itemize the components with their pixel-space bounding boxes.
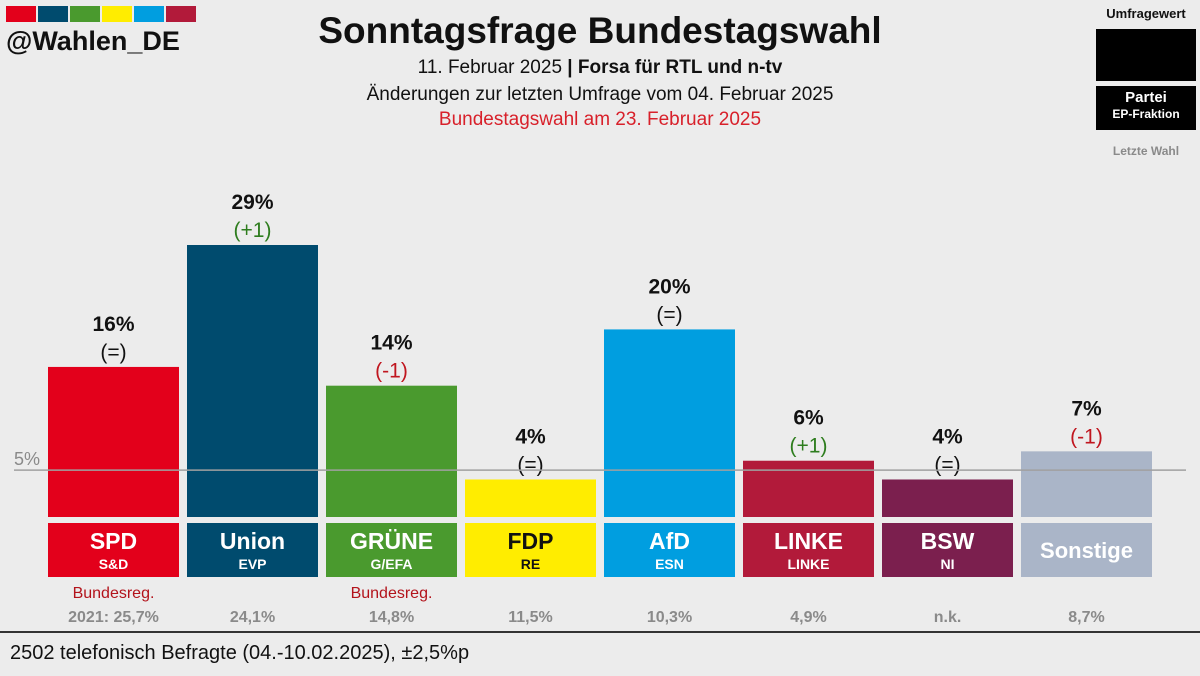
party-name: Sonstige	[1040, 538, 1133, 563]
change-label: (=)	[934, 453, 960, 476]
party-box	[187, 523, 318, 577]
faction-name: S&D	[99, 556, 129, 572]
chart-subtitle: 11. Februar 2025 | Forsa für RTL und n-t…	[0, 57, 1200, 79]
logo-stripes	[6, 6, 196, 22]
bar-fdp	[465, 479, 596, 517]
logo-stripe	[134, 6, 164, 22]
party-name: Union	[220, 528, 285, 554]
bar-afd	[604, 329, 735, 517]
logo-stripe	[166, 6, 196, 22]
last-election-value: 4,9%	[790, 609, 826, 626]
faction-name: G/EFA	[370, 556, 412, 572]
change-label: (+1)	[234, 219, 272, 242]
party-box	[1021, 523, 1152, 577]
change-label: (=)	[517, 453, 543, 476]
last-election-value: 14,8%	[369, 609, 414, 626]
faction-name: ESN	[655, 556, 684, 572]
value-label: 4%	[932, 425, 963, 448]
pollster: Forsa für RTL und n-tv	[577, 57, 783, 78]
value-label: 7%	[1071, 397, 1102, 420]
faction-name: RE	[521, 556, 540, 572]
election-note: Bundestagswahl am 23. Februar 2025	[438, 109, 762, 130]
last-election-value: 11,5%	[508, 609, 552, 626]
account-handle: @Wahlen_DE	[6, 26, 180, 56]
last-election-value: 2021: 25,7%	[68, 609, 159, 626]
footer-divider	[0, 631, 1200, 633]
bar-union	[187, 245, 318, 517]
party-box	[326, 523, 457, 577]
value-label: 6%	[793, 407, 824, 430]
logo-stripe	[6, 6, 36, 22]
party-name: GRÜNE	[350, 528, 433, 554]
threshold-label: 5%	[14, 449, 40, 469]
last-election-value: 8,7%	[1068, 609, 1104, 626]
government-note: Bundesreg.	[73, 585, 155, 602]
bar-grüne	[326, 385, 457, 517]
bar-bsw	[882, 479, 1013, 517]
faction-name: EVP	[238, 556, 266, 572]
party-name: AfD	[649, 528, 690, 554]
value-label: 14%	[370, 332, 412, 355]
bar-spd	[48, 366, 179, 517]
logo-stripe	[102, 6, 132, 22]
change-label: (+1)	[790, 435, 828, 458]
value-label: 4%	[515, 425, 546, 448]
changes-note: Änderungen zur letzten Umfrage vom 04. F…	[366, 84, 834, 105]
legend-title: Umfragewert	[1106, 6, 1186, 21]
party-box	[743, 523, 874, 577]
bar-sonstige	[1021, 451, 1152, 517]
legend-faction-label: EP-Fraktion	[1112, 107, 1180, 121]
party-name: SPD	[90, 528, 137, 554]
change-label: (-1)	[375, 360, 408, 383]
faction-name: LINKE	[788, 556, 830, 572]
party-box	[604, 523, 735, 577]
legend: Umfragewert Partei EP-Fraktion Letzte Wa…	[1096, 6, 1196, 158]
party-box	[48, 523, 179, 577]
party-name: FDP	[508, 528, 554, 554]
change-label: (-1)	[1070, 425, 1103, 448]
last-election-value: n.k.	[934, 609, 962, 626]
party-name: BSW	[921, 528, 975, 554]
logo-stripe	[38, 6, 68, 22]
value-label: 29%	[231, 191, 273, 214]
last-election-value: 24,1%	[230, 609, 275, 626]
faction-name: NI	[941, 556, 955, 572]
legend-last-election: Letzte Wahl	[1112, 144, 1180, 158]
legend-value-swatch	[1096, 29, 1196, 81]
value-label: 16%	[92, 313, 134, 336]
party-name: LINKE	[774, 528, 843, 554]
legend-party-label: Partei	[1125, 89, 1167, 106]
footer-note: 2502 telefonisch Befragte (04.-10.02.202…	[10, 642, 470, 664]
chart-title: Sonntagsfrage Bundestagswahl	[318, 10, 882, 51]
poll-date: 11. Februar 2025	[417, 57, 563, 78]
party-box	[465, 523, 596, 577]
subtitle-separator: |	[567, 57, 573, 78]
party-box	[882, 523, 1013, 577]
legend-party-swatch: Partei EP-Fraktion	[1096, 86, 1196, 130]
last-election-value: 10,3%	[647, 609, 692, 626]
bar-linke	[743, 460, 874, 517]
change-label: (=)	[100, 341, 126, 364]
value-label: 20%	[648, 275, 690, 298]
logo-stripe	[70, 6, 100, 22]
government-note: Bundesreg.	[351, 585, 433, 602]
change-label: (=)	[656, 303, 682, 326]
